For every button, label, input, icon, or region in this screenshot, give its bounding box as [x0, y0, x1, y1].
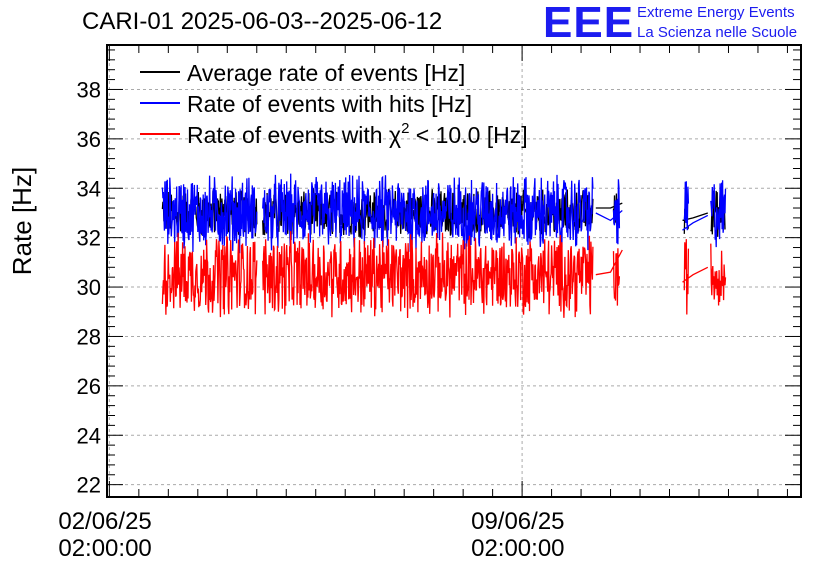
y-tick-labels: 22 24 26 28 30 32 34 36 38 — [77, 77, 101, 497]
chart-title: CARI-01 2025-06-03--2025-06-12 — [82, 8, 443, 35]
series-line-chi2 — [161, 231, 727, 319]
y-tick-label: 30 — [77, 275, 101, 300]
y-tick-label: 34 — [77, 176, 101, 201]
logo-subtitle-line1: Extreme Energy Events — [637, 4, 795, 21]
eee-logo: EEE — [543, 0, 635, 47]
logo-subtitle-line2: La Scienza nelle Scuole — [637, 24, 798, 41]
y-tick-label: 22 — [77, 473, 101, 498]
y-tick-label: 26 — [77, 374, 101, 399]
x-tick-label-time: 02:00:00 — [58, 535, 152, 562]
y-tick-label: 32 — [77, 226, 101, 251]
x-tick-label-date: 09/06/25 — [471, 508, 565, 535]
y-tick-label: 24 — [77, 423, 101, 448]
y-tick-label: 28 — [77, 324, 101, 349]
x-tick-label-date: 02/06/25 — [58, 508, 152, 535]
legend-label: Average rate of events [Hz] — [187, 60, 465, 86]
legend-label: Rate of events with hits [Hz] — [187, 91, 472, 117]
y-tick-label: 38 — [77, 77, 101, 102]
y-axis-label: Rate [Hz] — [7, 167, 37, 275]
series-line-hits — [161, 173, 727, 254]
legend: Average rate of events [Hz] Rate of event… — [140, 60, 528, 148]
x-tick-label-time: 02:00:00 — [471, 535, 565, 562]
y-tick-label: 36 — [77, 127, 101, 152]
plot-frame — [106, 44, 802, 498]
axis-ticks — [107, 45, 801, 497]
legend-label: Rate of events with χ2 < 10.0 [Hz] — [187, 120, 528, 148]
series-layer — [161, 173, 727, 319]
